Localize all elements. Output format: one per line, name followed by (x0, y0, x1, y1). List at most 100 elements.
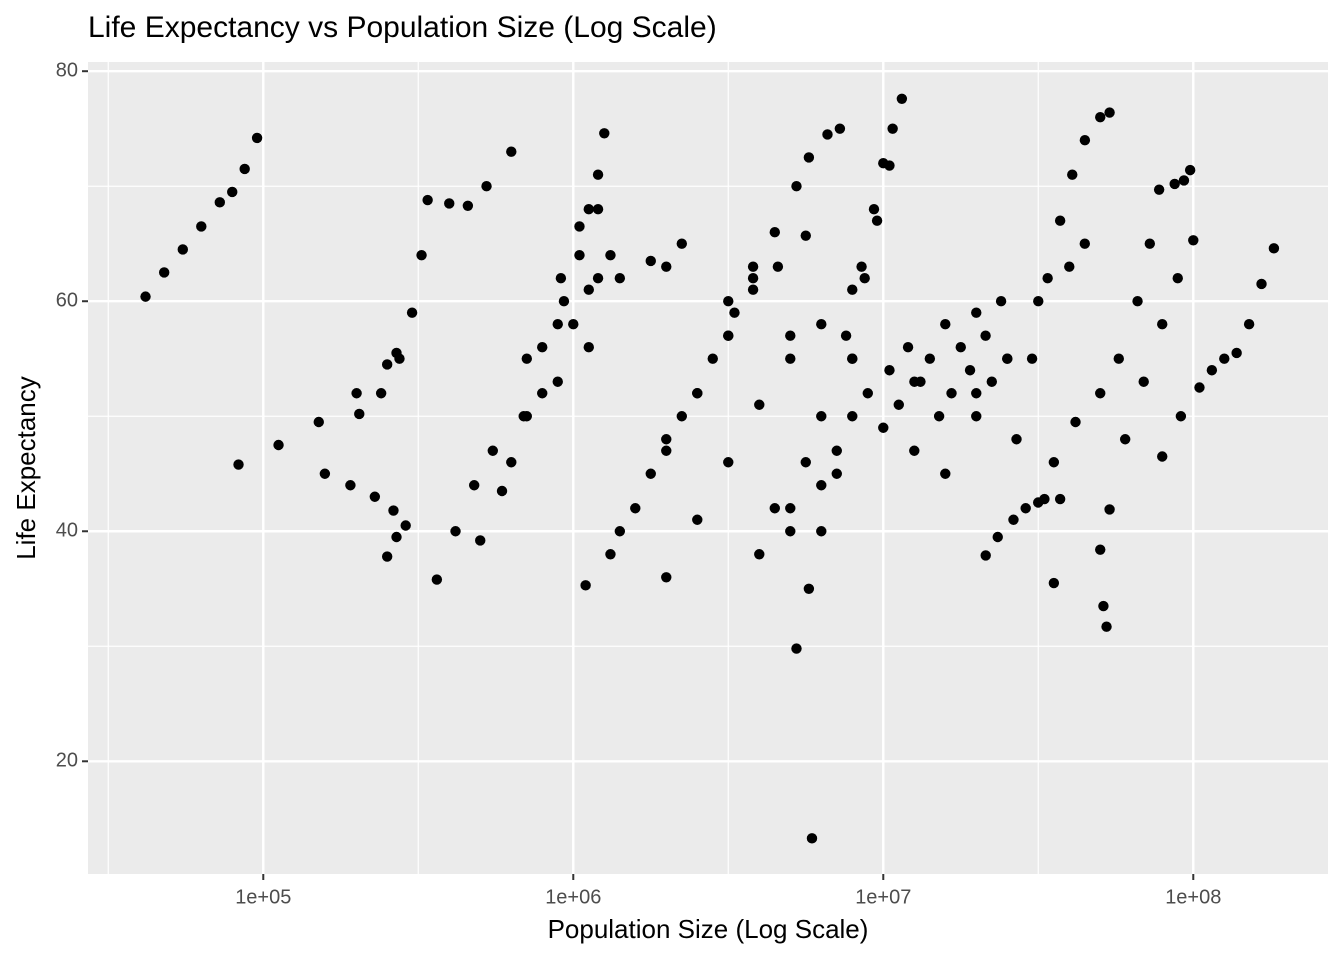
point (915, 376, 926, 387)
point (940, 468, 951, 479)
point (400, 520, 411, 531)
point (1157, 319, 1168, 330)
point (158, 267, 170, 278)
point (785, 353, 796, 364)
point (1101, 621, 1112, 632)
point (1144, 238, 1156, 249)
point (884, 160, 895, 171)
point (980, 550, 991, 561)
point (893, 399, 904, 410)
point (822, 129, 833, 140)
point (496, 485, 508, 497)
point (450, 526, 461, 537)
point (416, 250, 427, 261)
point (800, 230, 811, 241)
point (1079, 238, 1090, 249)
point (521, 353, 532, 364)
point (707, 353, 718, 364)
point (723, 457, 734, 468)
point (214, 197, 226, 208)
point (964, 365, 976, 376)
point (803, 583, 815, 594)
point (645, 468, 656, 479)
point (599, 128, 610, 139)
point (816, 411, 827, 422)
point (388, 505, 399, 516)
point (840, 330, 852, 341)
axes: 1e+05 1e+06 1e+07 1e+08 20 40 60 80 (56, 59, 1222, 908)
point (394, 353, 405, 364)
point (583, 284, 594, 295)
point (924, 353, 936, 364)
point (555, 273, 567, 284)
point (1033, 296, 1044, 307)
point (313, 416, 324, 428)
point (1048, 457, 1060, 468)
point (592, 204, 604, 215)
point (140, 291, 151, 302)
point (692, 388, 703, 399)
point (552, 376, 563, 387)
point (1104, 504, 1115, 515)
y-tick-label: 60 (56, 290, 78, 312)
point (552, 319, 563, 330)
x-tick-label: 1e+07 (855, 886, 911, 908)
point (896, 93, 908, 105)
point (933, 411, 945, 422)
point (1194, 382, 1205, 393)
point (583, 204, 594, 215)
y-tick-label: 20 (56, 750, 78, 772)
point (475, 535, 486, 546)
point (816, 526, 827, 537)
point (1104, 107, 1115, 118)
point (868, 204, 880, 215)
x-tick-label: 1e+08 (1165, 886, 1221, 908)
point (847, 411, 858, 422)
point (1178, 175, 1190, 186)
point (800, 457, 811, 468)
point (791, 643, 802, 654)
point (816, 480, 827, 491)
point (580, 580, 591, 591)
point (940, 319, 951, 330)
point (661, 445, 672, 456)
plot-panel (88, 62, 1328, 874)
point (723, 296, 734, 307)
point (506, 457, 517, 468)
point (902, 342, 914, 353)
point (1095, 112, 1106, 123)
point (1054, 215, 1066, 226)
point (1070, 416, 1081, 428)
point (369, 491, 381, 502)
point (834, 123, 846, 134)
point (1067, 169, 1078, 180)
point (614, 526, 626, 537)
point (431, 574, 443, 585)
point (583, 342, 594, 353)
point (747, 273, 759, 284)
point (986, 376, 998, 387)
point (1064, 261, 1075, 272)
point (605, 549, 616, 560)
point (831, 468, 842, 479)
point (1095, 544, 1106, 555)
point (769, 503, 780, 514)
point (592, 273, 604, 284)
point (1132, 296, 1143, 307)
point (196, 221, 207, 232)
point (831, 445, 842, 456)
point (273, 439, 284, 451)
point (1172, 273, 1183, 284)
point (351, 388, 362, 399)
point (537, 388, 548, 399)
point (1243, 319, 1255, 330)
point (754, 399, 765, 410)
point (1206, 365, 1218, 376)
point (574, 221, 585, 232)
point (1026, 353, 1038, 364)
point (1095, 388, 1106, 399)
point (1169, 178, 1180, 190)
point (605, 250, 616, 261)
